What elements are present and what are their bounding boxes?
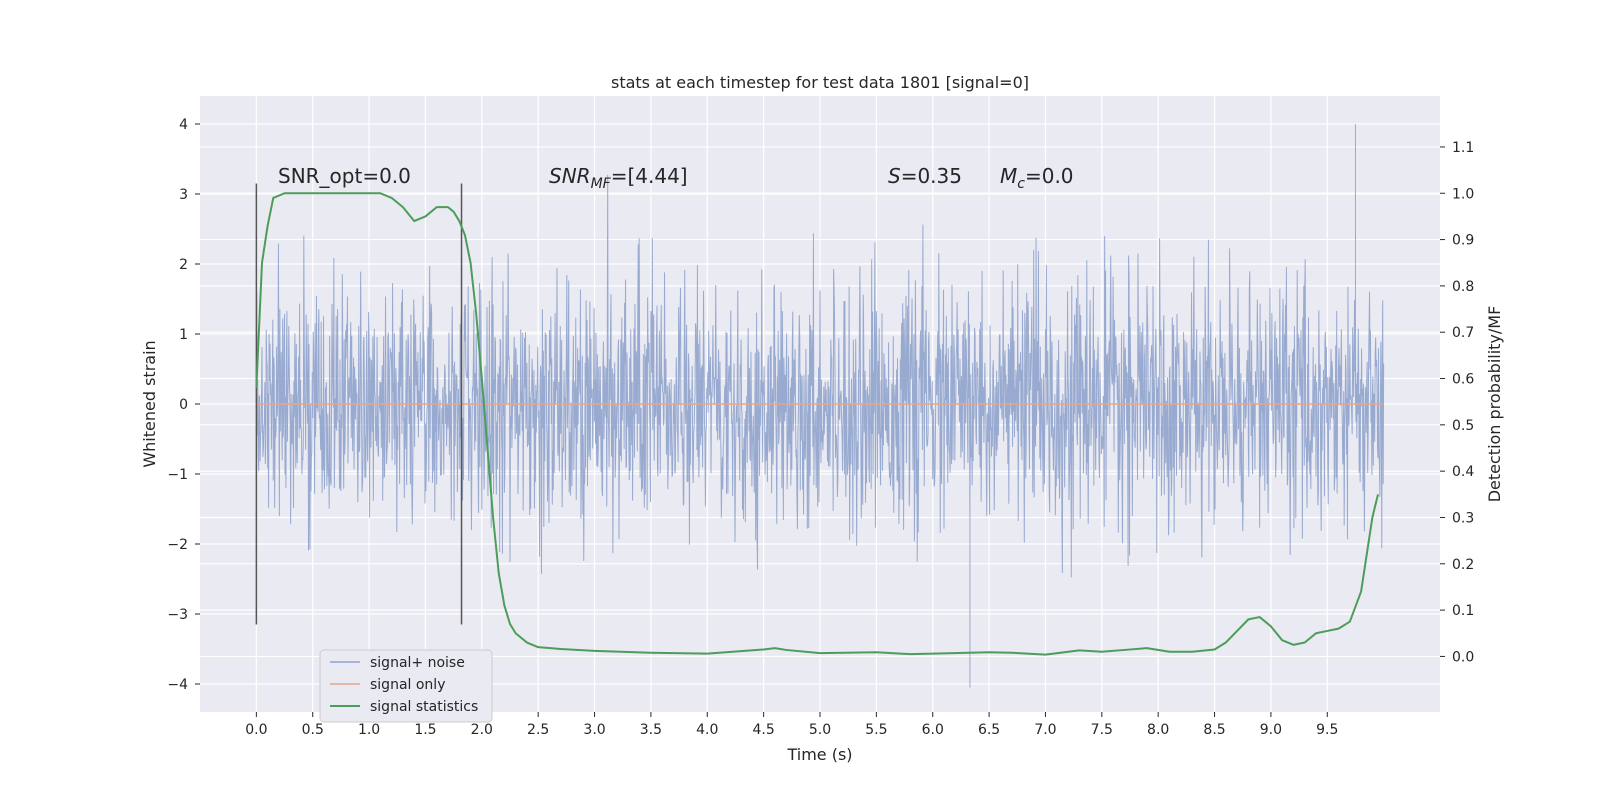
y2-tick-label: 0.4 (1452, 464, 1474, 480)
y-tick-label: 0 (179, 397, 188, 413)
y2-tick-label: 0.0 (1452, 649, 1474, 665)
annotation-mc: Mc=0.0 (1000, 164, 1074, 192)
y-tick-label: −4 (167, 677, 188, 693)
y-tick-label: −2 (167, 537, 188, 553)
y2-tick-label: 1.1 (1452, 140, 1474, 156)
x-tick-label: 1.0 (358, 722, 380, 738)
chart-title: stats at each timestep for test data 180… (611, 73, 1029, 92)
annotation-mc-sub: c (1017, 176, 1025, 192)
signal-statistics-series (255, 192, 1379, 656)
y-tick-label: 4 (179, 117, 188, 133)
annotation-mc-label: M (1000, 164, 1017, 188)
annotation-s: S=0.35 (888, 164, 962, 188)
signal-statistics-line (255, 192, 1379, 656)
tick-labels: 0.0 0.5 1.0 1.5 2.0 2.5 3.0 3.5 4.0 4.5 5.0 5.5 6.0 6… (167, 117, 1474, 738)
annotation-snr-mf-sub: MF (591, 176, 612, 192)
x-tick-label: 5.5 (865, 722, 887, 738)
x-tick-label: 9.0 (1260, 722, 1282, 738)
legend: signal+ noise signal only signal statist… (319, 649, 493, 723)
y-tick-label: 2 (179, 257, 188, 273)
x-tick-label: 6.0 (922, 722, 944, 738)
y2-axis-label: Detection probability/MF (1485, 306, 1504, 503)
x-tick-label: 5.0 (809, 722, 831, 738)
x-tick-label: 9.5 (1316, 722, 1338, 738)
y-axis-label: Whitened strain (140, 340, 159, 467)
x-tick-label: 1.5 (414, 722, 436, 738)
y2-tick-label: 0.6 (1452, 372, 1474, 388)
x-tick-label: 0.5 (302, 722, 324, 738)
y-tick-label: −3 (167, 607, 188, 623)
legend-label-signal-noise: signal+ noise (370, 655, 465, 671)
annotation-s-value: =0.35 (901, 164, 962, 188)
x-tick-label: 0.0 (245, 722, 267, 738)
x-tick-label: 2.5 (527, 722, 549, 738)
annotation-s-label: S (888, 164, 901, 188)
x-tick-label: 8.5 (1203, 722, 1225, 738)
y2-tick-label: 0.5 (1452, 418, 1474, 434)
x-tick-label: 8.0 (1147, 722, 1169, 738)
x-tick-label: 4.0 (696, 722, 718, 738)
x-tick-label: 3.0 (583, 722, 605, 738)
y2-tick-label: 0.3 (1452, 510, 1474, 526)
y2-tick-label: 0.1 (1452, 603, 1474, 619)
legend-label-signal-statistics: signal statistics (370, 699, 478, 715)
legend-frame (319, 649, 493, 723)
y2-tick-label: 0.7 (1452, 325, 1474, 341)
y2-tick-label: 1.0 (1452, 186, 1474, 202)
annotation-snr-mf: SNRMF=[4.44] (549, 164, 688, 192)
x-tick-label: 3.5 (640, 722, 662, 738)
x-tick-label: 2.0 (471, 722, 493, 738)
y-tick-label: 3 (179, 187, 188, 203)
signal-noise-series (255, 124, 1385, 688)
y2-tick-label: 0.8 (1452, 279, 1474, 295)
x-tick-label: 7.5 (1091, 722, 1113, 738)
annotation-snr-mf-value: =[4.44] (611, 164, 688, 188)
y2-tick-label: 0.2 (1452, 557, 1474, 573)
annotation-snr-opt: SNR_opt=0.0 (278, 164, 411, 188)
y-tick-label: 1 (179, 327, 188, 343)
y2-tick-label: 0.9 (1452, 233, 1474, 249)
x-tick-label: 7.0 (1034, 722, 1056, 738)
y-tick-label: −1 (167, 467, 188, 483)
x-tick-label: 6.5 (978, 722, 1000, 738)
annotation-snr-mf-label: SNR (549, 164, 591, 188)
x-tick-label: 4.5 (753, 722, 775, 738)
annotation-mc-value: =0.0 (1025, 164, 1074, 188)
vertical-markers (255, 183, 463, 625)
signal-noise-line (255, 124, 1385, 688)
legend-label-signal-only: signal only (370, 677, 445, 693)
x-axis-label: Time (s) (786, 745, 852, 764)
